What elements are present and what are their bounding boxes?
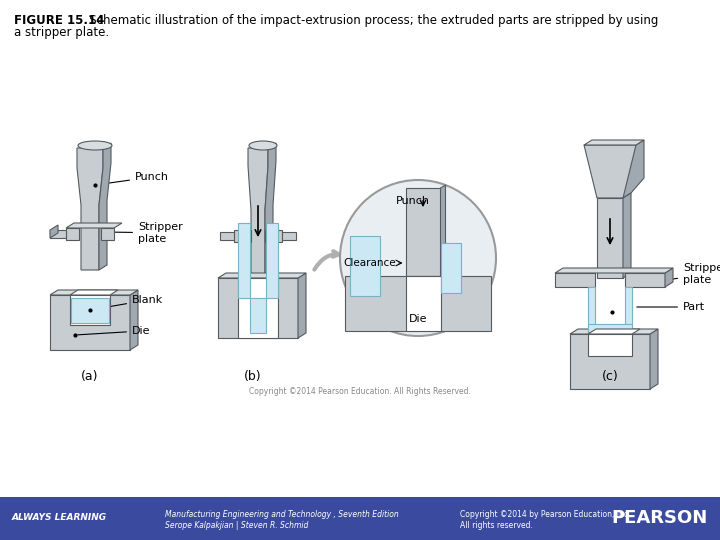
Polygon shape: [623, 193, 631, 278]
Polygon shape: [248, 148, 268, 275]
Polygon shape: [584, 140, 644, 145]
Polygon shape: [588, 329, 640, 334]
Text: Schematic illustration of the impact-extrusion process; the extruded parts are s: Schematic illustration of the impact-ext…: [78, 14, 658, 27]
Text: Clearance: Clearance: [343, 258, 396, 268]
Polygon shape: [220, 232, 234, 240]
Polygon shape: [625, 273, 665, 287]
Polygon shape: [265, 143, 276, 275]
Polygon shape: [588, 287, 595, 332]
Text: Punch: Punch: [396, 196, 430, 206]
Polygon shape: [66, 228, 79, 240]
Text: ALWAYS LEARNING: ALWAYS LEARNING: [12, 514, 107, 523]
Text: Copyright ©2014 Pearson Education. All Rights Reserved.: Copyright ©2014 Pearson Education. All R…: [249, 387, 471, 396]
Polygon shape: [623, 140, 644, 198]
Polygon shape: [570, 329, 658, 334]
Polygon shape: [50, 230, 66, 238]
Text: Manufacturing Engineering and Technology , Seventh Edition: Manufacturing Engineering and Technology…: [165, 510, 399, 519]
Polygon shape: [234, 230, 251, 242]
Text: Serope Kalpakjian | Steven R. Schmid: Serope Kalpakjian | Steven R. Schmid: [165, 521, 308, 530]
Polygon shape: [570, 334, 650, 389]
Text: (a): (a): [81, 370, 99, 383]
Bar: [405, 188, 441, 276]
Polygon shape: [70, 290, 118, 295]
Polygon shape: [99, 143, 111, 270]
Polygon shape: [298, 273, 306, 338]
Text: Die: Die: [409, 314, 427, 324]
Polygon shape: [266, 223, 278, 298]
Polygon shape: [66, 223, 122, 228]
Ellipse shape: [78, 141, 112, 150]
Bar: [441, 243, 461, 293]
Circle shape: [340, 180, 496, 336]
Polygon shape: [71, 298, 109, 323]
Text: Stripper
plate: Stripper plate: [106, 222, 183, 244]
Text: All rights reserved.: All rights reserved.: [460, 521, 533, 530]
Text: Blank: Blank: [93, 295, 163, 309]
Polygon shape: [238, 223, 250, 298]
Bar: [405, 276, 441, 331]
Polygon shape: [250, 298, 266, 333]
Polygon shape: [555, 268, 673, 273]
Polygon shape: [625, 287, 632, 332]
Text: Copyright ©2014 by Pearson Education, Inc.: Copyright ©2014 by Pearson Education, In…: [460, 510, 631, 519]
Polygon shape: [665, 268, 673, 287]
Text: (c): (c): [602, 370, 618, 383]
Polygon shape: [50, 225, 58, 238]
Polygon shape: [441, 185, 446, 276]
Bar: [345, 276, 491, 331]
Polygon shape: [555, 273, 595, 287]
Text: Punch: Punch: [98, 172, 169, 185]
Polygon shape: [265, 230, 282, 242]
Polygon shape: [70, 295, 110, 325]
Polygon shape: [597, 198, 623, 278]
Text: (b): (b): [244, 370, 262, 383]
Text: Stripper
plate: Stripper plate: [670, 263, 720, 285]
Polygon shape: [101, 228, 114, 240]
Polygon shape: [130, 290, 138, 350]
Bar: [0, 497, 720, 540]
Text: FIGURE 15.14: FIGURE 15.14: [14, 14, 104, 27]
Polygon shape: [50, 290, 138, 295]
Polygon shape: [238, 278, 278, 338]
Polygon shape: [650, 329, 658, 389]
Polygon shape: [282, 232, 296, 240]
Polygon shape: [218, 278, 298, 338]
Polygon shape: [218, 273, 306, 278]
Polygon shape: [588, 334, 632, 356]
Text: Part: Part: [636, 302, 705, 312]
Polygon shape: [584, 145, 636, 198]
Text: PEARSON: PEARSON: [612, 509, 708, 527]
Polygon shape: [588, 324, 632, 332]
Polygon shape: [77, 148, 103, 270]
Ellipse shape: [249, 141, 277, 150]
Bar: [350, 236, 380, 296]
Text: Die: Die: [78, 326, 150, 336]
Polygon shape: [50, 295, 130, 350]
Text: a stripper plate.: a stripper plate.: [14, 26, 109, 39]
